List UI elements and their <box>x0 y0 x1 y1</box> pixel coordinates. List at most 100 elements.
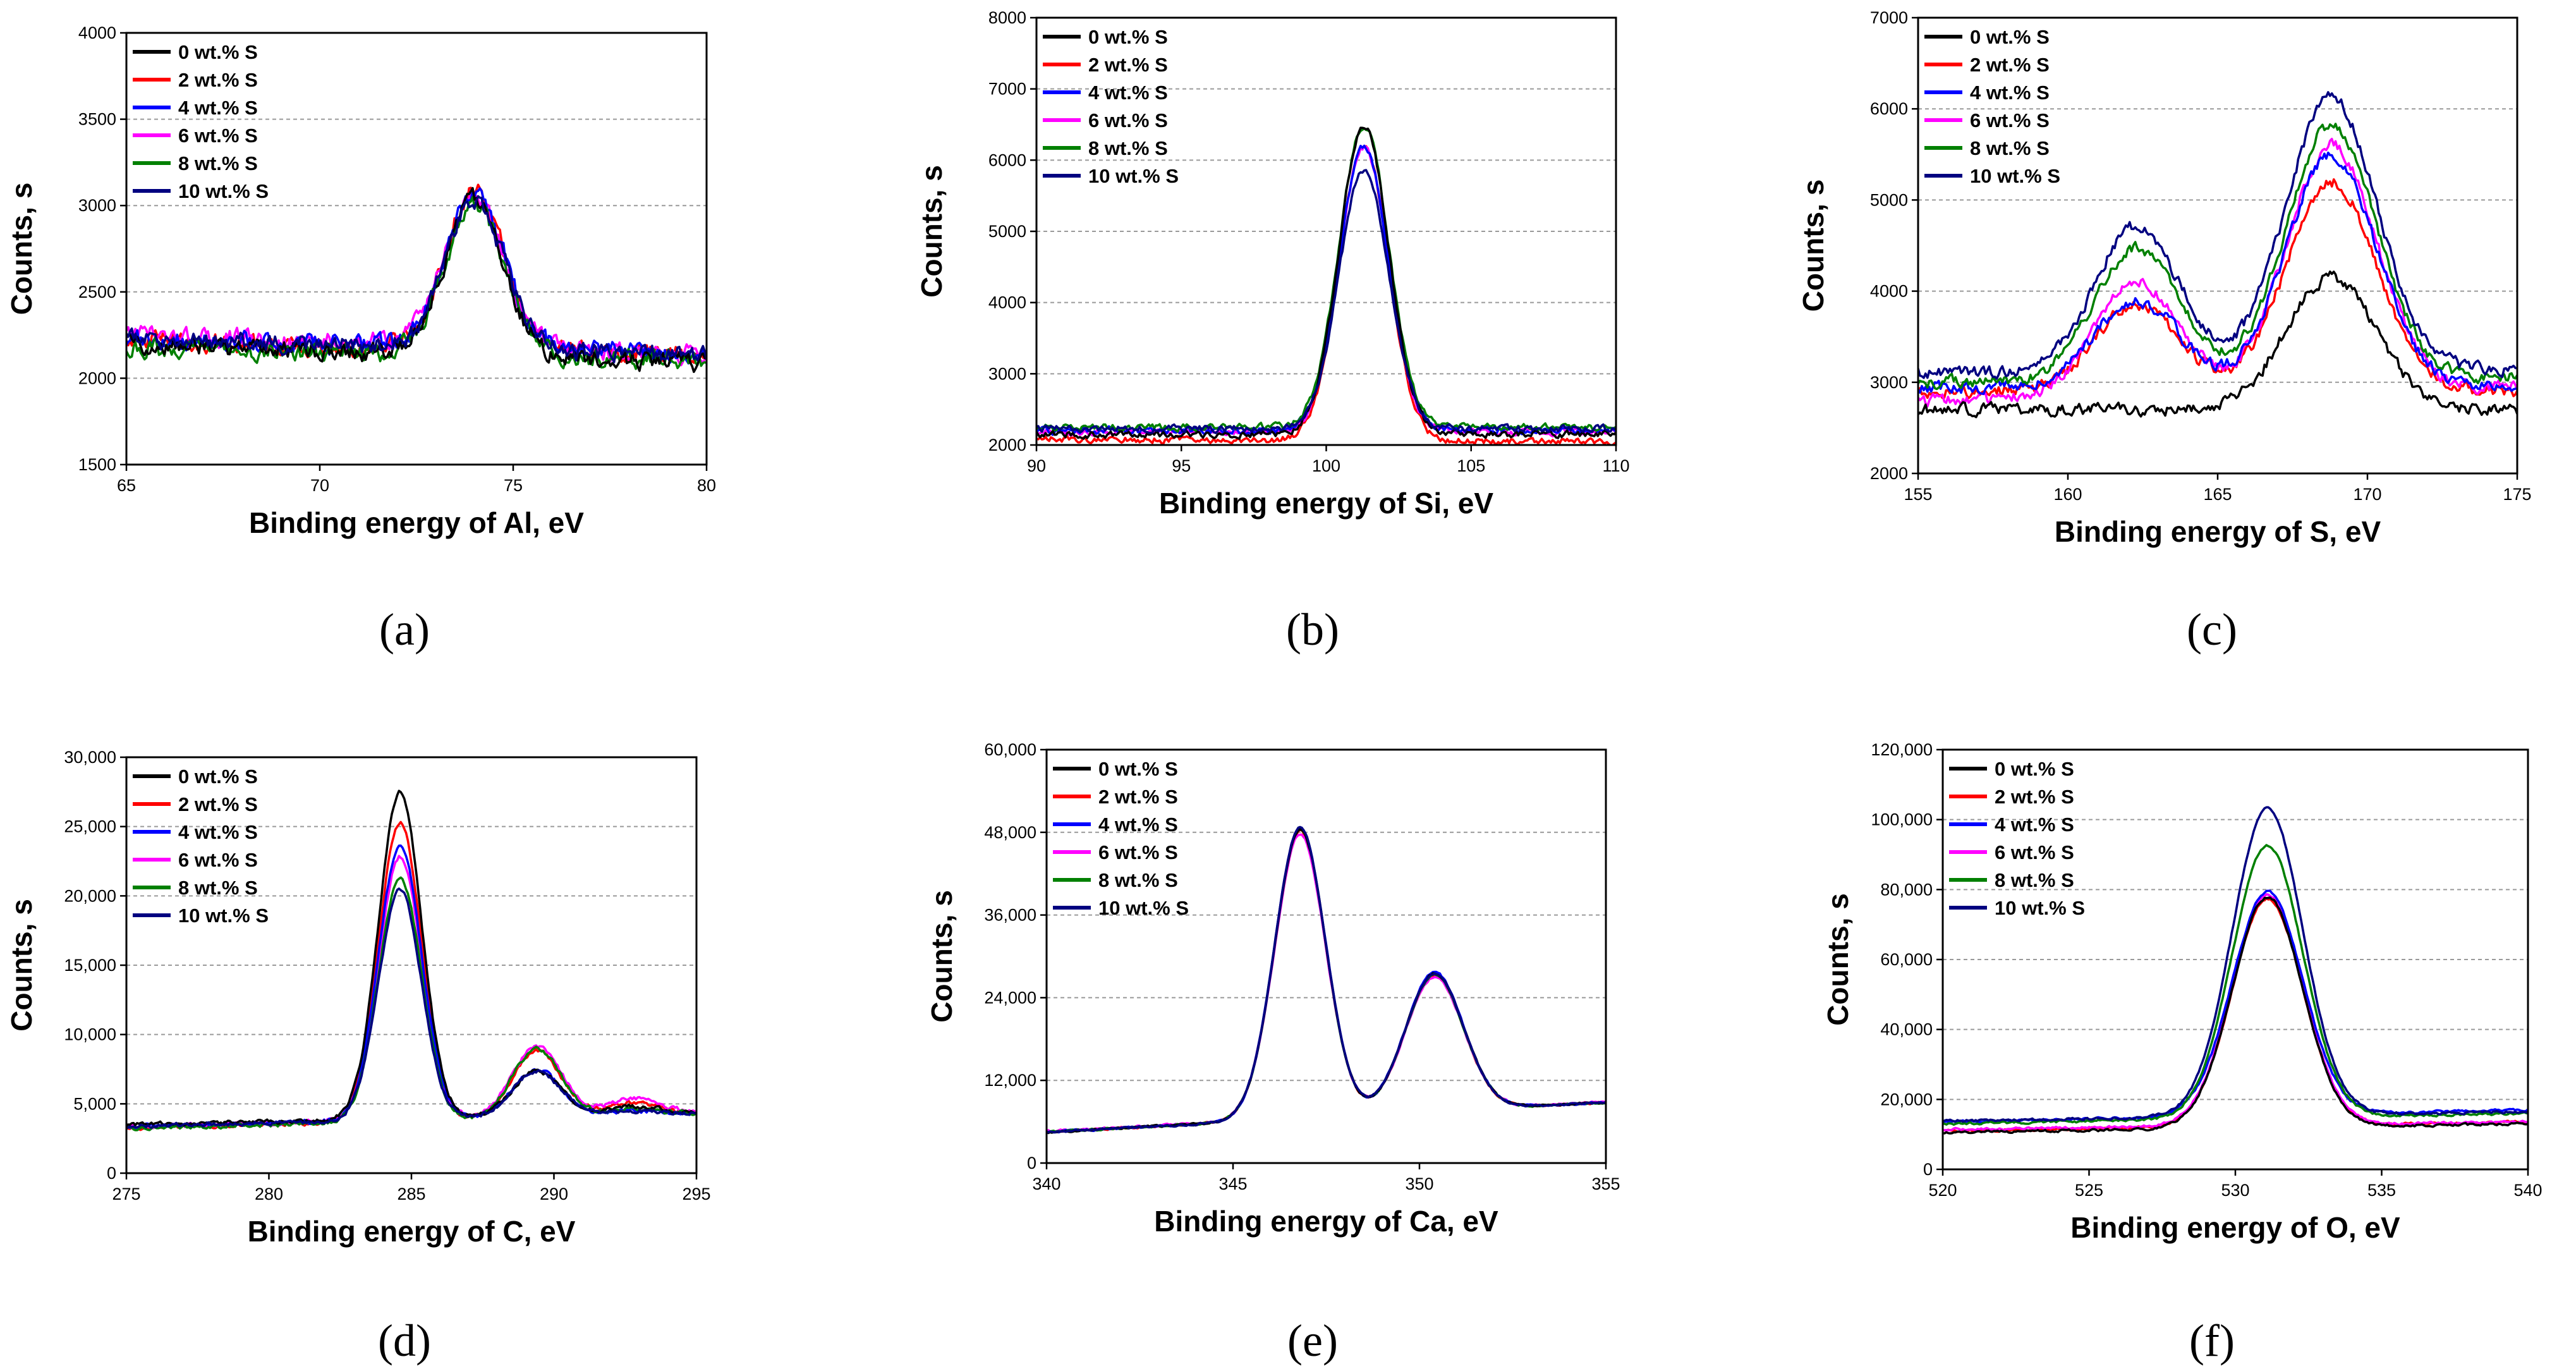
x-axis-label: Binding energy of C, eV <box>248 1215 576 1248</box>
legend: 0 wt.% S 2 wt.% S 4 wt.% S 6 wt.% S 8 wt.% S… <box>133 765 269 927</box>
chart-panel-d: 0 5,000 10,000 15,000 20,000 25,000 30,000 275 2… <box>5 748 711 1366</box>
series-group <box>1047 826 1606 1135</box>
legend: 0 wt.% S 2 wt.% S 4 wt.% S 6 wt.% S 8 wt.% S… <box>133 41 269 202</box>
x-tick-label: 75 <box>504 476 523 495</box>
legend-entry: 4 wt.% S <box>178 821 258 843</box>
x-tick-label: 285 <box>397 1185 425 1203</box>
y-tick-label: 100,000 <box>1871 810 1933 829</box>
series-line-2wt <box>1943 889 2528 1124</box>
panel-label: (e) <box>1287 1315 1338 1366</box>
x-axis-label: Binding energy of Ca, eV <box>1154 1205 1498 1238</box>
y-tick-label: 0 <box>1027 1154 1036 1173</box>
series-line-4wt <box>1943 844 2528 1126</box>
series-line-1wt <box>1943 897 2528 1133</box>
x-tick-label: 105 <box>1457 456 1485 475</box>
chart-panel-a: 1500 2000 2500 3000 3500 4000 65 70 75 80 0 wt.% S… <box>5 23 716 655</box>
legend: 0 wt.% S 2 wt.% S 4 wt.% S 6 wt.% S 8 wt.% S… <box>1949 758 2085 919</box>
plot-frame <box>1917 16 2518 475</box>
x-tick-label: 155 <box>1904 485 1932 504</box>
series-line-5wt <box>126 195 707 363</box>
series-line-2wt <box>126 187 707 365</box>
legend-entry: 8 wt.% S <box>1088 137 1168 159</box>
x-tick-label: 290 <box>540 1185 568 1203</box>
x-axis-label: Binding energy of Si, eV <box>1159 487 1493 520</box>
y-tick-label: 4000 <box>1870 282 1908 301</box>
x-tick-label: 170 <box>2353 485 2381 504</box>
y-tick-label: 2000 <box>988 436 1026 454</box>
series-line-2wt <box>1918 151 2517 395</box>
plot-frame <box>125 32 708 466</box>
y-tick-label: 5000 <box>1870 190 1908 209</box>
x-tick-label: 340 <box>1032 1174 1060 1193</box>
y-tick-label: 12,000 <box>984 1071 1036 1090</box>
y-tick-label: 7000 <box>1870 8 1908 27</box>
series-line-0wt <box>1036 126 1616 440</box>
y-tick-label: 3000 <box>1870 373 1908 392</box>
y-tick-label: 5,000 <box>73 1094 116 1113</box>
x-tick-label: 295 <box>682 1185 710 1203</box>
legend-entry: 4 wt.% S <box>1098 813 1178 836</box>
legend-entry: 2 wt.% S <box>1098 786 1178 808</box>
series-line-0wt <box>126 186 707 374</box>
x-tick-label: 345 <box>1218 1174 1247 1193</box>
y-tick-label: 60,000 <box>1880 950 1933 969</box>
y-tick-label: 48,000 <box>984 823 1036 842</box>
x-tick-label: 535 <box>2367 1181 2396 1200</box>
series-line-3wt <box>1943 893 2528 1131</box>
panel-label: (f) <box>2189 1315 2235 1366</box>
chart-panel-c: 2000 3000 4000 5000 6000 7000 155 160 165 170 175 0… <box>1797 8 2532 655</box>
y-tick-label: 80,000 <box>1880 880 1933 899</box>
y-tick-label: 7000 <box>988 80 1026 99</box>
y-tick-label: 20,000 <box>1880 1090 1933 1109</box>
y-tick-label: 4000 <box>78 23 116 42</box>
legend-entry: 10 wt.% S <box>1098 897 1189 919</box>
legend-entry: 10 wt.% S <box>178 180 269 202</box>
legend-entry: 4 wt.% S <box>1970 82 2050 104</box>
y-tick-label: 4000 <box>988 293 1026 312</box>
legend-entry: 4 wt.% S <box>1995 813 2074 836</box>
legend-entry: 2 wt.% S <box>1088 54 1168 76</box>
legend-entry: 6 wt.% S <box>178 125 258 147</box>
y-tick-label: 25,000 <box>64 817 116 836</box>
y-tick-label: 6000 <box>1870 99 1908 118</box>
legend: 0 wt.% S 2 wt.% S 4 wt.% S 6 wt.% S 8 wt.% S… <box>1053 758 1189 919</box>
y-tick-label: 0 <box>107 1164 116 1183</box>
series-group <box>1918 91 2517 418</box>
series-group <box>1943 806 2528 1135</box>
y-tick-label: 2500 <box>78 283 116 302</box>
x-tick-label: 350 <box>1405 1174 1433 1193</box>
y-tick-label: 3000 <box>78 196 116 215</box>
y-tick-label: 20,000 <box>64 886 116 905</box>
y-tick-label: 6000 <box>988 150 1026 169</box>
y-axis-label: Counts, s <box>1821 893 1854 1026</box>
y-axis-label: Counts, s <box>5 183 38 315</box>
y-tick-label: 120,000 <box>1871 740 1933 759</box>
legend-entry: 4 wt.% S <box>178 97 258 119</box>
y-axis-label: Counts, s <box>5 899 38 1032</box>
x-tick-label: 110 <box>1602 456 1629 475</box>
series-line-5wt <box>1943 806 2528 1123</box>
legend-entry: 6 wt.% S <box>1098 841 1178 863</box>
y-axis-label: Counts, s <box>915 165 948 298</box>
legend-entry: 2 wt.% S <box>1970 54 2050 76</box>
x-tick-label: 165 <box>2203 485 2232 504</box>
chart-panel-b: 2000 3000 4000 5000 6000 7000 8000 90 95 100 105 11… <box>915 8 1630 655</box>
x-tick-label: 80 <box>697 476 716 495</box>
legend-entry: 0 wt.% S <box>1088 26 1168 48</box>
plot-frame <box>1045 748 1607 1164</box>
legend-entry: 8 wt.% S <box>178 877 258 899</box>
series-line-0wt <box>1918 271 2517 418</box>
y-tick-label: 5000 <box>988 222 1026 241</box>
panel-label: (d) <box>378 1315 431 1366</box>
legend-entry: 6 wt.% S <box>178 849 258 871</box>
panel-label: (a) <box>379 604 430 655</box>
series-group <box>126 183 707 374</box>
series-line-3wt <box>1036 144 1616 438</box>
legend-entry: 8 wt.% S <box>1995 869 2074 891</box>
series-group <box>1036 126 1616 445</box>
x-tick-label: 90 <box>1027 456 1046 475</box>
legend-entry: 0 wt.% S <box>1970 26 2050 48</box>
series-line-5wt <box>1047 826 1606 1134</box>
series-line-0wt <box>1943 896 2528 1135</box>
